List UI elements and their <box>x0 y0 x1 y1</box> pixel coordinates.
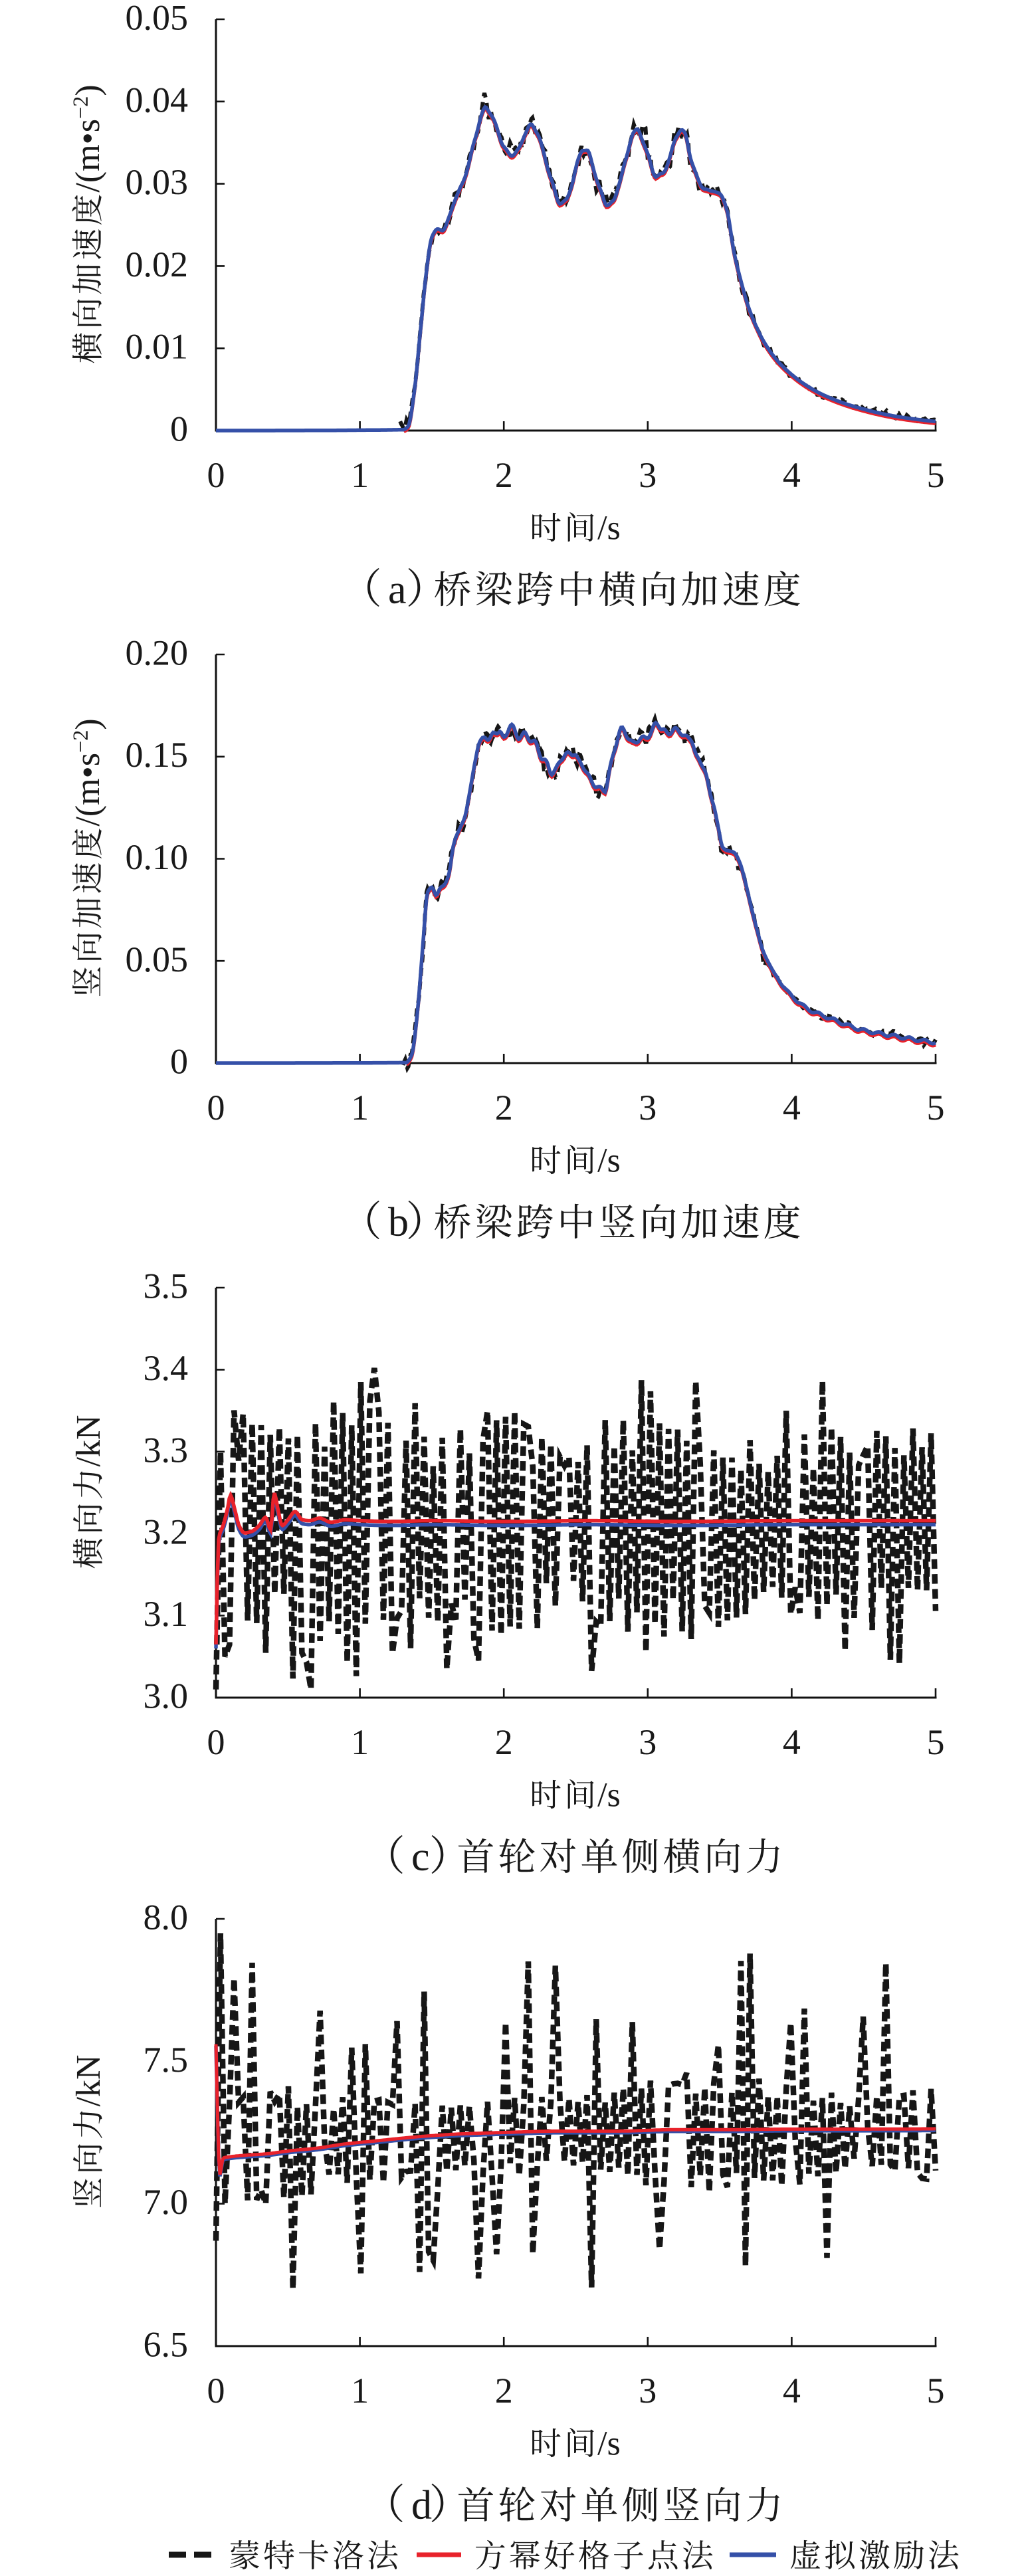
svg-text:2: 2 <box>495 1722 513 1762</box>
svg-text:0.04: 0.04 <box>126 80 189 120</box>
svg-text:3.3: 3.3 <box>144 1430 189 1470</box>
svg-text:2: 2 <box>495 1088 513 1128</box>
svg-text:0.05: 0.05 <box>126 940 189 979</box>
svg-text:0: 0 <box>207 455 225 495</box>
svg-text:2: 2 <box>495 455 513 495</box>
svg-text:0.20: 0.20 <box>126 633 189 673</box>
svg-text:0.02: 0.02 <box>126 245 189 284</box>
svg-text:0: 0 <box>170 409 188 449</box>
svg-text:0.05: 0.05 <box>126 0 189 38</box>
svg-text:3.2: 3.2 <box>144 1512 189 1552</box>
svg-text:0: 0 <box>207 2371 225 2411</box>
svg-text:0: 0 <box>207 1088 225 1128</box>
svg-text:1: 1 <box>351 455 369 495</box>
svg-text:3.1: 3.1 <box>144 1594 189 1634</box>
svg-text:0.01: 0.01 <box>126 327 189 367</box>
svg-text:1: 1 <box>351 1722 369 1762</box>
svg-text:5: 5 <box>927 1722 945 1762</box>
svg-text:5: 5 <box>927 1088 945 1128</box>
svg-text:4: 4 <box>783 455 801 495</box>
svg-text:3: 3 <box>639 2371 657 2411</box>
svg-text:2: 2 <box>495 2371 513 2411</box>
svg-text:7.0: 7.0 <box>144 2182 189 2222</box>
svg-text:3.4: 3.4 <box>144 1348 189 1388</box>
svg-text:6.5: 6.5 <box>144 2325 189 2365</box>
svg-text:3: 3 <box>639 1722 657 1762</box>
svg-text:7.5: 7.5 <box>144 2040 189 2080</box>
svg-text:5: 5 <box>927 2371 945 2411</box>
svg-text:1: 1 <box>351 2371 369 2411</box>
svg-text:4: 4 <box>783 1722 801 1762</box>
svg-text:3.0: 3.0 <box>144 1676 189 1716</box>
svg-text:4: 4 <box>783 2371 801 2411</box>
svg-text:5: 5 <box>927 455 945 495</box>
svg-text:3: 3 <box>639 455 657 495</box>
svg-text:0.10: 0.10 <box>126 837 189 877</box>
svg-text:0: 0 <box>170 1042 188 1082</box>
svg-text:8.0: 8.0 <box>144 1898 189 1937</box>
svg-text:0.03: 0.03 <box>126 162 189 202</box>
svg-text:0.15: 0.15 <box>126 735 189 775</box>
svg-text:1: 1 <box>351 1088 369 1128</box>
svg-text:3.5: 3.5 <box>144 1266 189 1306</box>
svg-text:4: 4 <box>783 1088 801 1128</box>
svg-text:3: 3 <box>639 1088 657 1128</box>
svg-text:0: 0 <box>207 1722 225 1762</box>
